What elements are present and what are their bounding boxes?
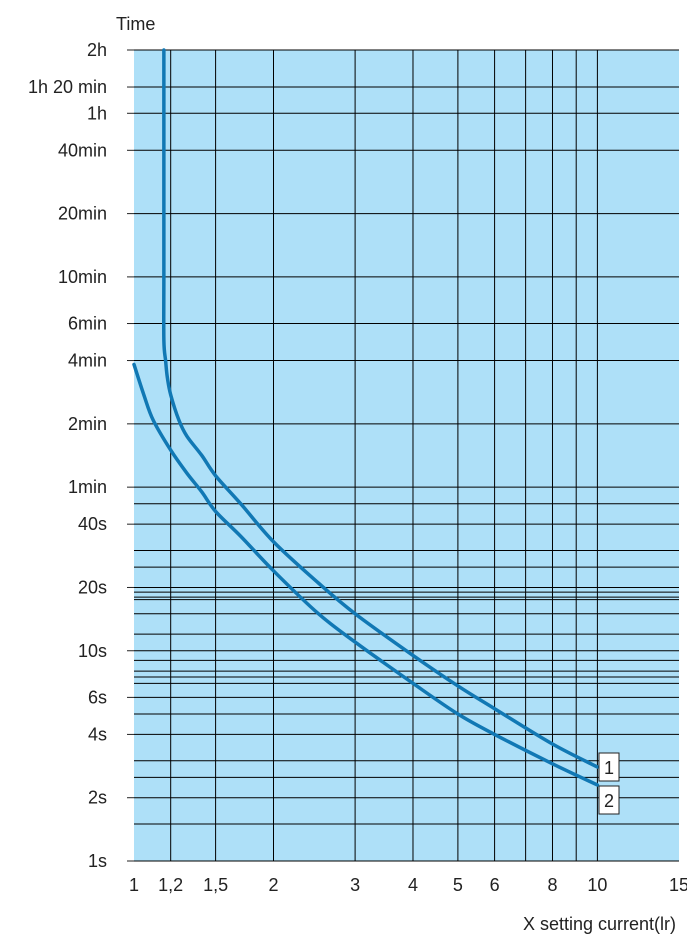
y-tick-label: 1h — [87, 103, 107, 123]
y-tick-label: 20s — [78, 577, 107, 597]
curve-label-text: 2 — [604, 791, 614, 811]
x-tick-label: 10 — [587, 875, 607, 895]
y-tick-label: 6min — [68, 314, 107, 334]
y-tick-label: 40min — [58, 140, 107, 160]
x-tick-label: 3 — [350, 875, 360, 895]
curve-label-box — [598, 752, 620, 782]
x-axis-title: X setting current(lr) — [523, 914, 676, 934]
curve-label-box — [598, 785, 620, 815]
y-axis-title: Time — [116, 14, 155, 34]
y-tick-label: 2h — [87, 40, 107, 60]
y-tick-label: 4min — [68, 351, 107, 371]
curve-label-1: 1 — [598, 752, 620, 782]
plot-area — [134, 50, 679, 861]
x-tick-label: 1 — [129, 875, 139, 895]
y-tick-label: 20min — [58, 204, 107, 224]
x-tick-label: 2 — [268, 875, 278, 895]
y-tick-label: 10min — [58, 267, 107, 287]
y-tick-label: 40s — [78, 514, 107, 534]
x-tick-label: 4 — [408, 875, 418, 895]
x-tick-label: 5 — [453, 875, 463, 895]
series-line-2 — [132, 362, 600, 787]
x-tick-label: 1,5 — [203, 875, 228, 895]
y-tick-label: 6s — [88, 687, 107, 707]
x-tick-label: 15 — [669, 875, 687, 895]
x-tick-label: 6 — [490, 875, 500, 895]
y-tick-label: 1h 20 min — [28, 77, 107, 97]
series-line-1 — [161, 48, 600, 769]
curve-label-2: 2 — [598, 785, 620, 815]
y-tick-label: 10s — [78, 641, 107, 661]
y-tick-label: 4s — [88, 724, 107, 744]
curve-label-text: 1 — [604, 758, 614, 778]
x-tick-label: 1,2 — [158, 875, 183, 895]
y-tick-label: 2min — [68, 414, 107, 434]
y-tick-label: 1min — [68, 477, 107, 497]
y-tick-label: 1s — [88, 851, 107, 871]
x-tick-label: 8 — [547, 875, 557, 895]
y-tick-label: 2s — [88, 788, 107, 808]
